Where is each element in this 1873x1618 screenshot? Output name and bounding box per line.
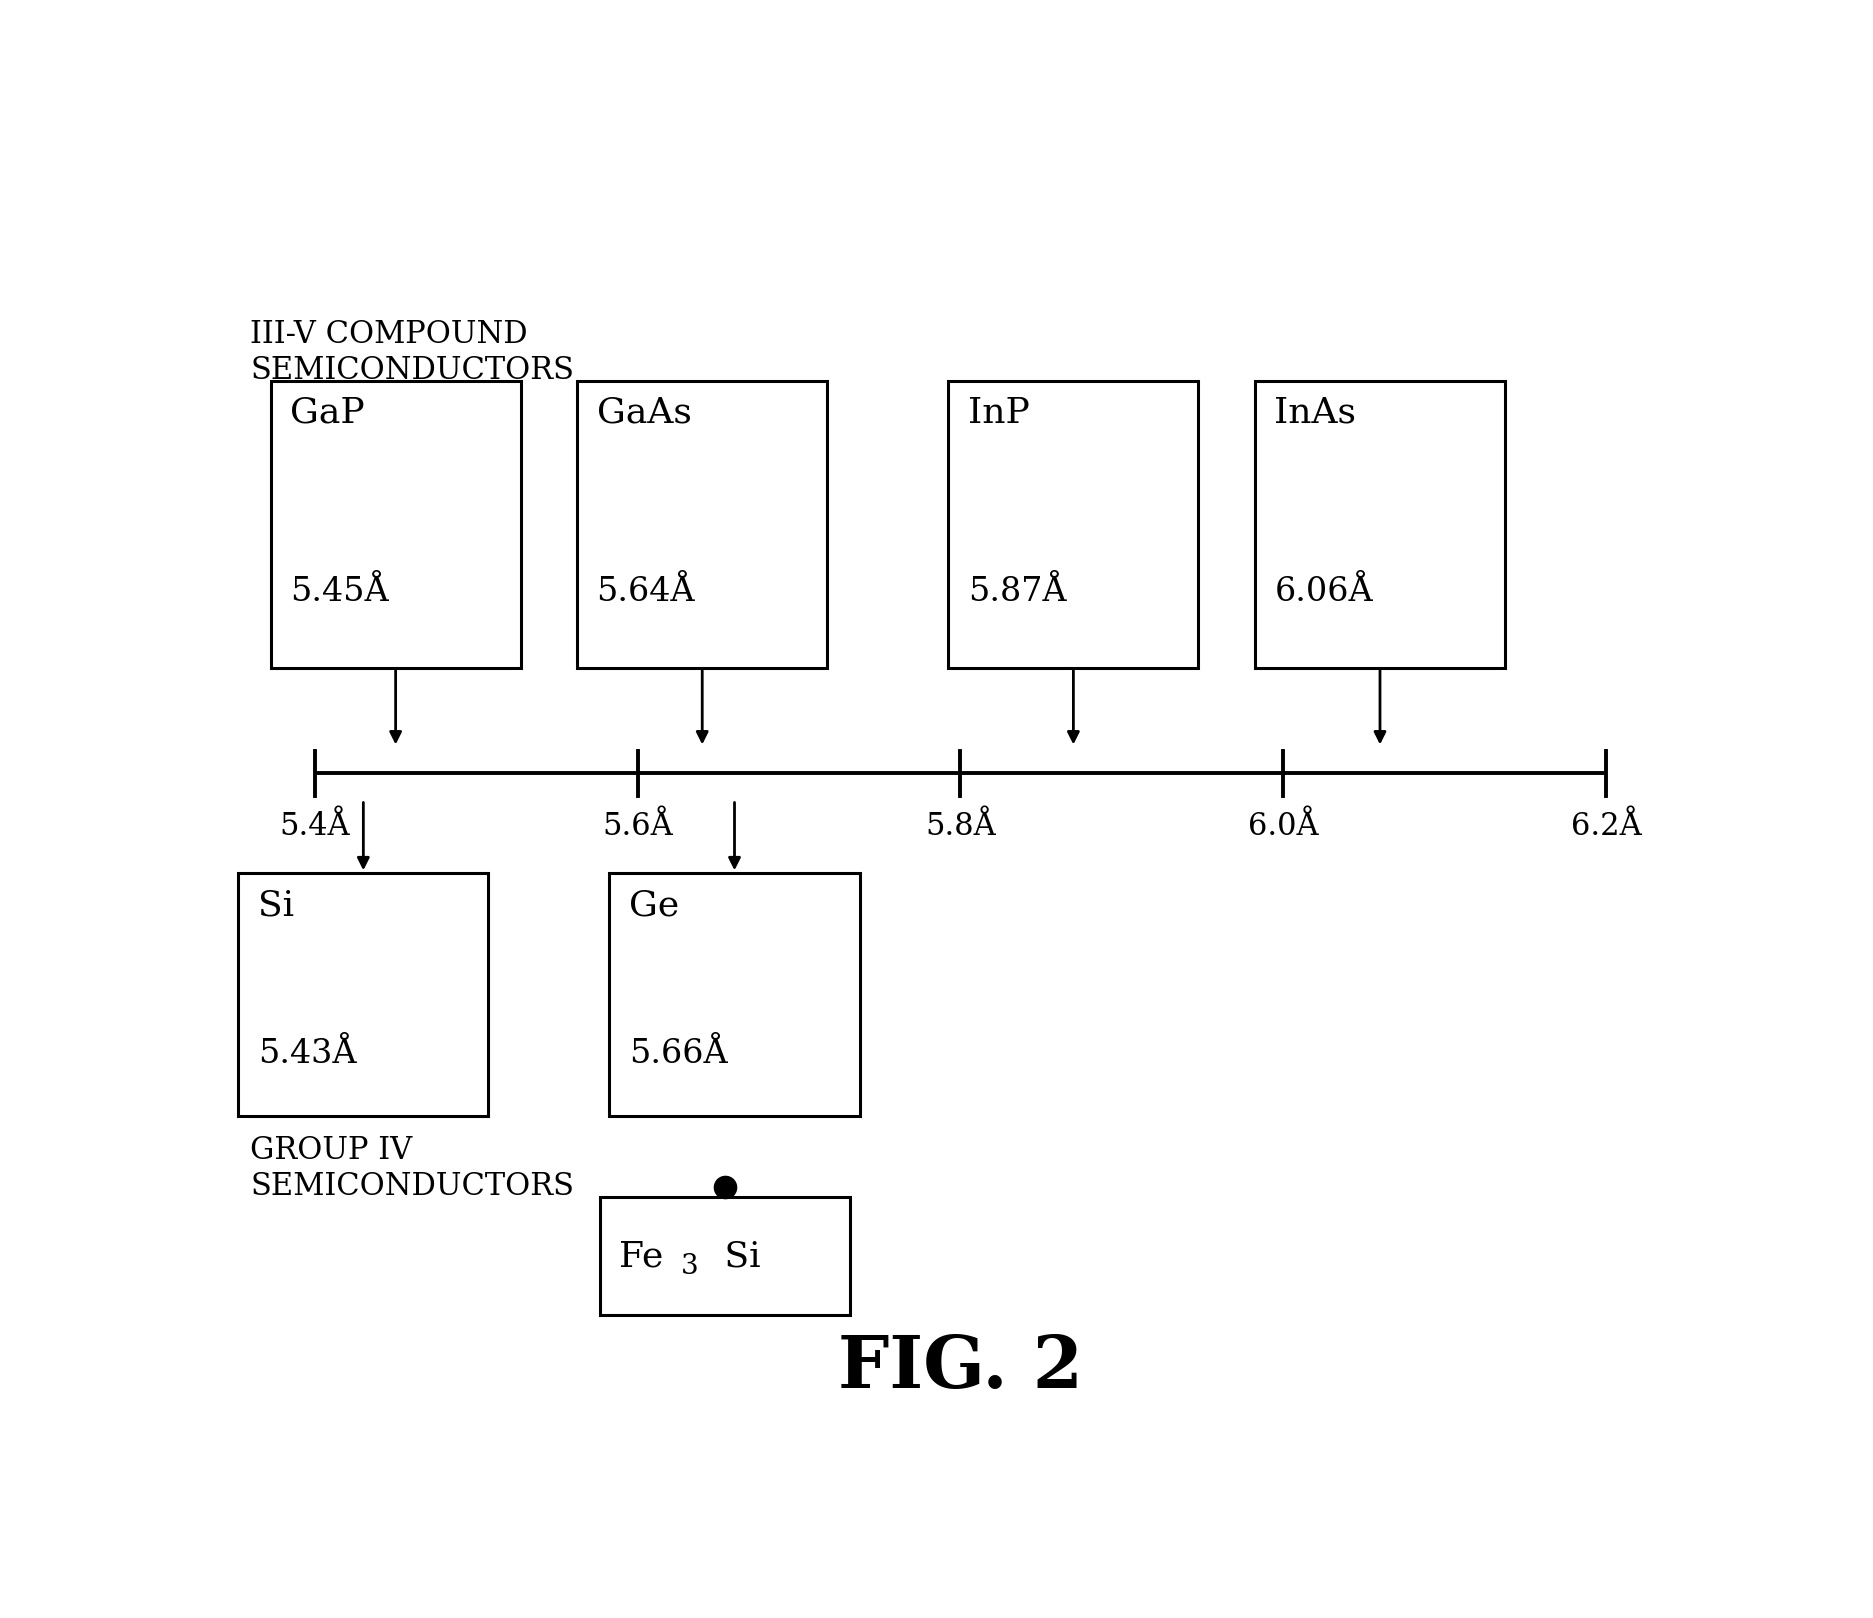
Text: FIG. 2: FIG. 2 [837,1332,1083,1403]
Text: 3: 3 [680,1252,699,1280]
Bar [609,874,860,1116]
Text: 6.0Å: 6.0Å [1247,811,1319,841]
Bar [238,874,489,1116]
Text: 5.45Å: 5.45Å [290,576,388,608]
Text: 5.4Å: 5.4Å [279,811,350,841]
Text: 5.66Å: 5.66Å [629,1039,727,1071]
Text: 5.87Å: 5.87Å [966,576,1066,608]
Text: 5.64Å: 5.64Å [596,576,695,608]
Text: 5.6Å: 5.6Å [601,811,672,841]
Text: 6.2Å: 6.2Å [1570,811,1641,841]
Text: 5.8Å: 5.8Å [925,811,995,841]
Text: GaP: GaP [290,396,365,430]
Bar [948,382,1199,668]
Text: Si: Si [257,888,294,922]
Bar [599,1197,850,1315]
Bar [1255,382,1504,668]
Text: 5.43Å: 5.43Å [257,1039,356,1071]
Text: Fe: Fe [618,1239,663,1273]
Bar [577,382,826,668]
Text: Ge: Ge [629,888,678,922]
Text: InP: InP [966,396,1028,430]
Text: InAs: InAs [1274,396,1356,430]
Bar [270,382,521,668]
Text: GaAs: GaAs [596,396,691,430]
Text: 6.06Å: 6.06Å [1274,576,1373,608]
Text: Si: Si [712,1239,760,1273]
Text: III-V COMPOUND
SEMICONDUCTORS: III-V COMPOUND SEMICONDUCTORS [251,319,575,385]
Text: GROUP IV
SEMICONDUCTORS: GROUP IV SEMICONDUCTORS [251,1134,575,1202]
